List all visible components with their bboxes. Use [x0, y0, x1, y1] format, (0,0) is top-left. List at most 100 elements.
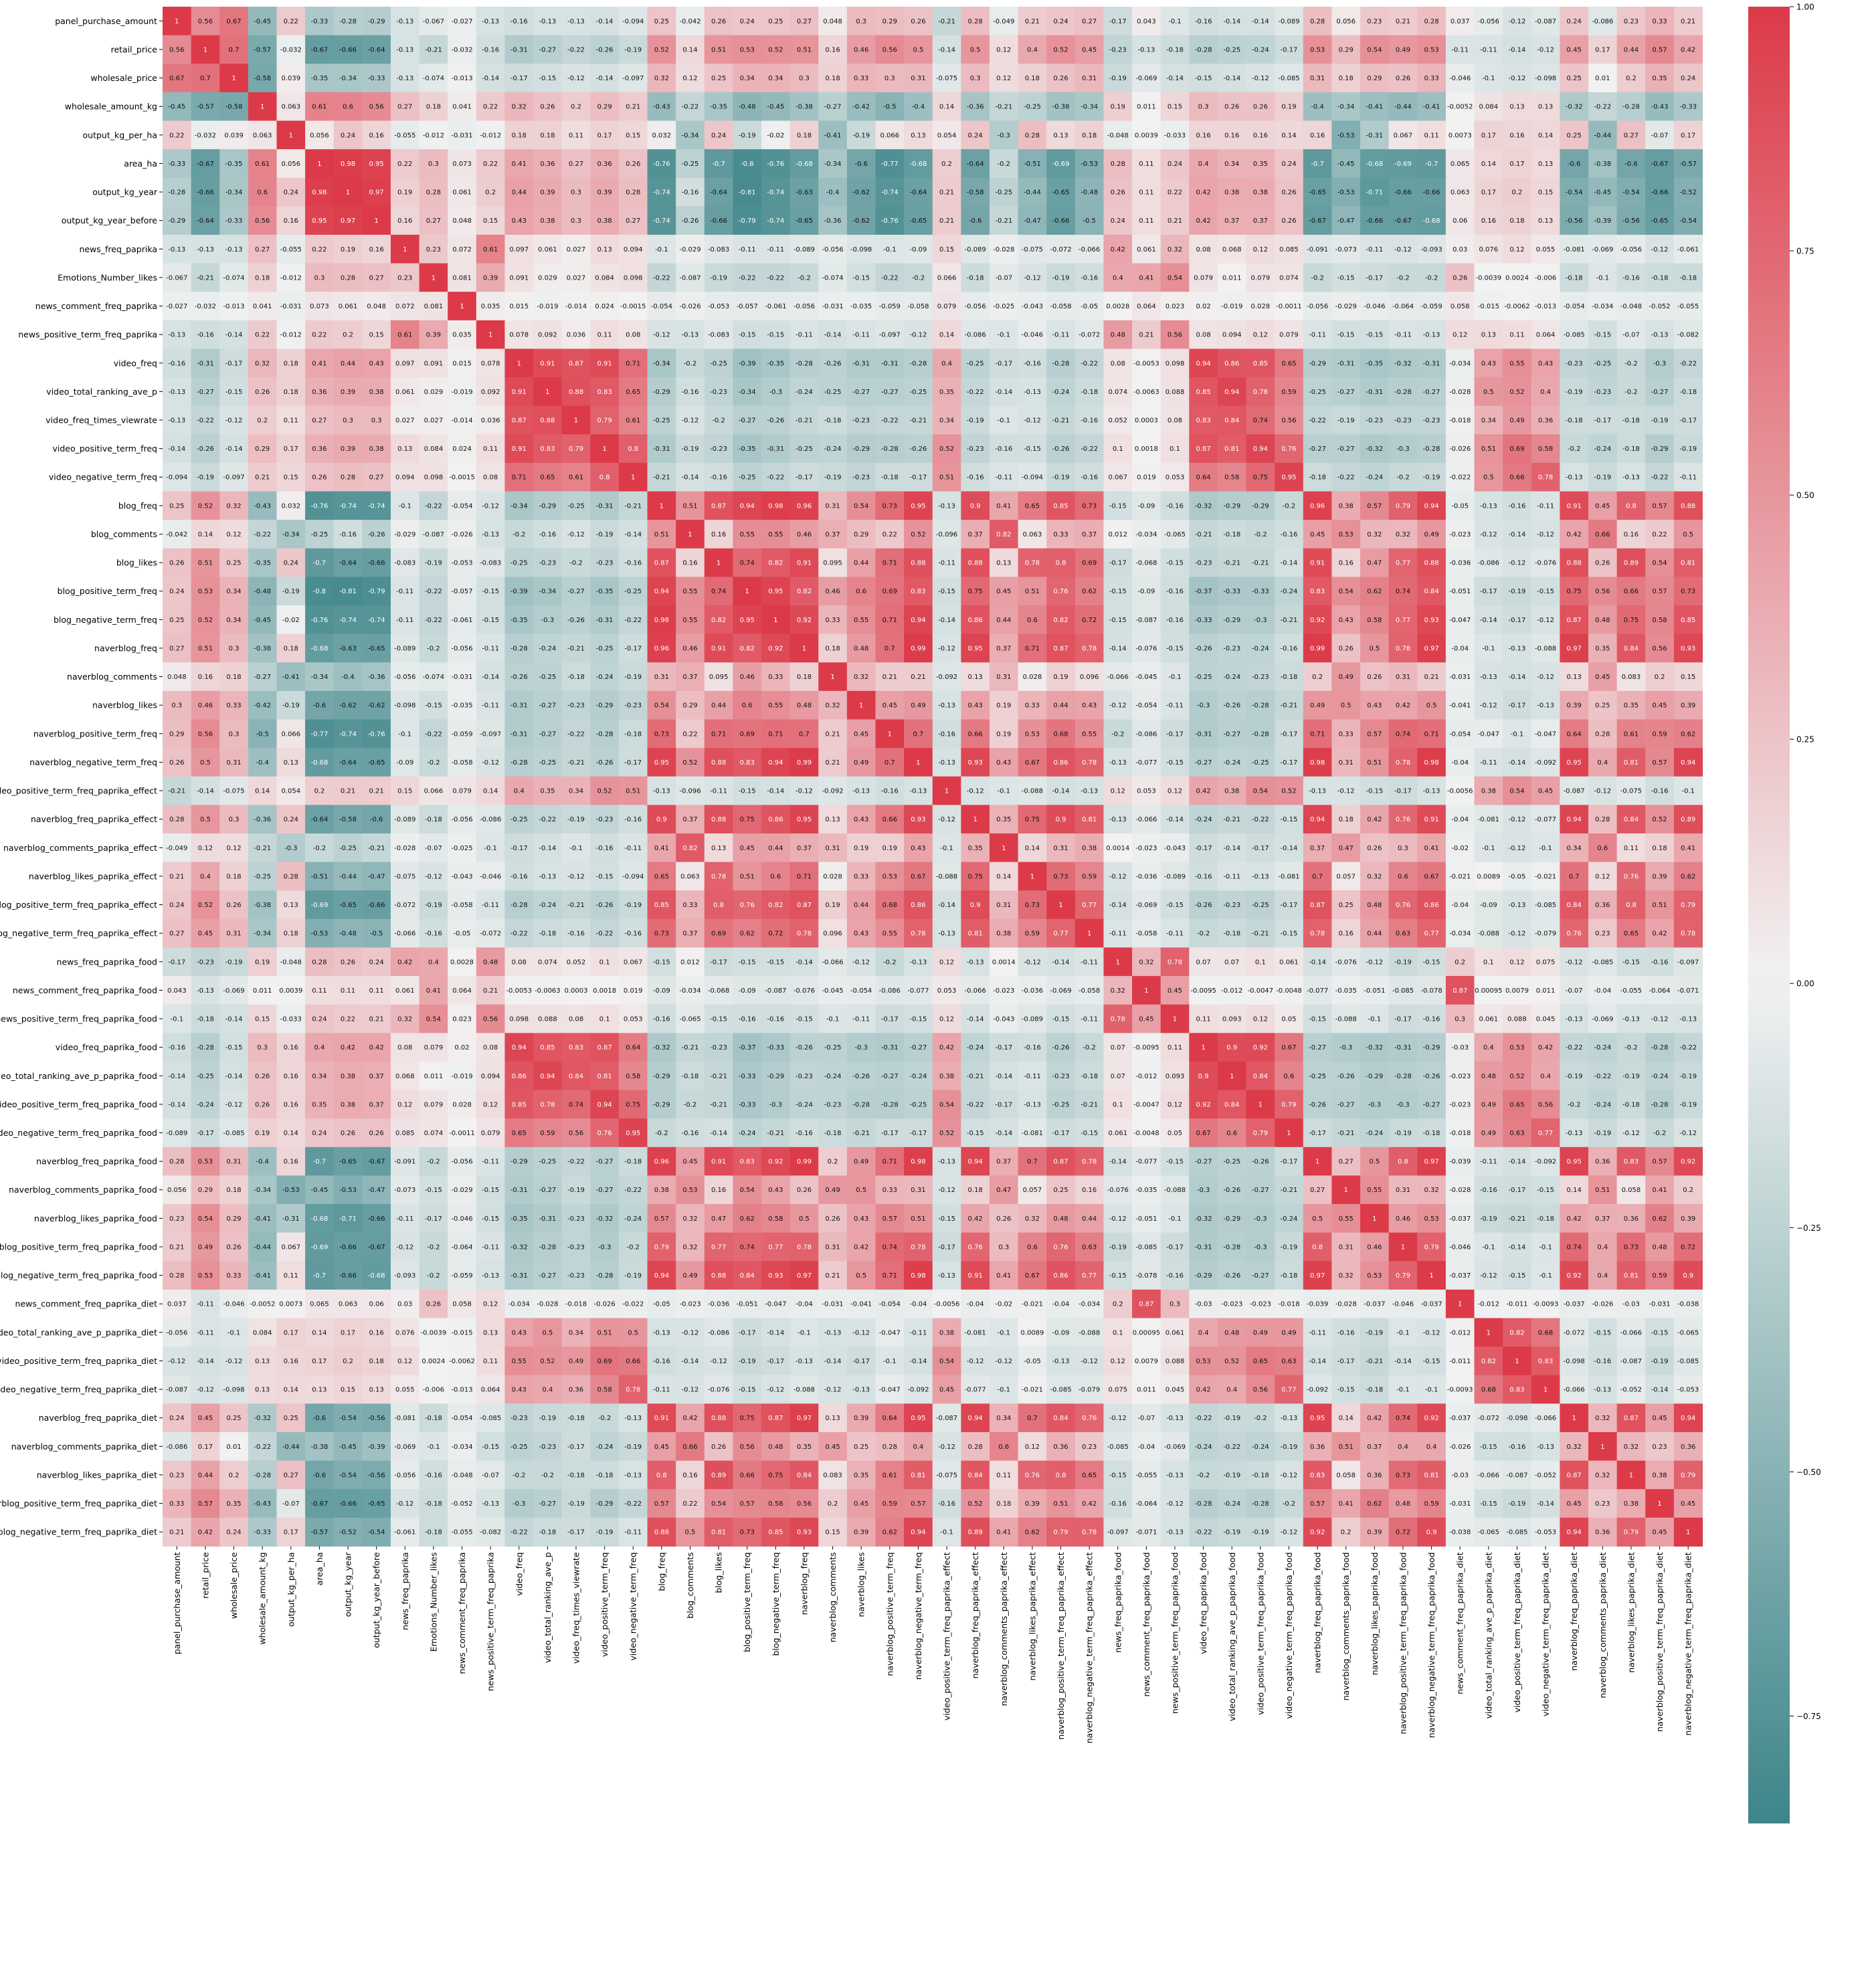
cell-value-label: -0.1: [569, 845, 583, 852]
heatmap-cell: [305, 35, 335, 64]
cell-value-label: -0.44: [1024, 189, 1041, 197]
cell-value-label: 0.31: [825, 845, 840, 852]
cell-value-label: -0.032: [195, 303, 216, 310]
cell-value-label: 0.092: [538, 332, 557, 339]
cell-value-label: -0.16: [567, 930, 585, 938]
heatmap-cell: [390, 35, 420, 64]
cell-value-label: -0.11: [482, 645, 499, 652]
heatmap-cell: [1103, 35, 1133, 64]
cell-value-label: 1: [403, 246, 407, 254]
cell-value-label: 0.67: [1025, 759, 1040, 767]
cell-value-label: -0.2: [1197, 930, 1210, 938]
cell-value-label: 0.17: [1481, 189, 1496, 197]
cell-value-label: -0.31: [510, 730, 528, 738]
cell-value-label: -0.12: [852, 959, 870, 966]
cell-value-label: -0.34: [282, 531, 300, 538]
cell-value-label: 0.24: [711, 132, 726, 139]
cell-value-label: -0.15: [909, 1016, 927, 1023]
cell-value-label: -0.12: [1337, 788, 1355, 795]
cell-value-label: -0.046: [480, 873, 501, 880]
cell-value-label: 0.55: [1509, 360, 1524, 367]
cell-value-label: 0.061: [395, 389, 415, 396]
cell-value-label: -0.65: [1309, 189, 1326, 197]
cell-value-label: 0.45: [1567, 46, 1582, 54]
cell-value-label: -0.034: [1592, 303, 1613, 310]
cell-value-label: -0.24: [1366, 474, 1383, 482]
cell-value-label: 0.25: [169, 502, 184, 510]
heatmap-cell: [846, 7, 876, 36]
cell-value-label: -0.23: [1594, 389, 1611, 396]
cell-value-label: -0.24: [824, 445, 842, 453]
cell-value-label: 0.52: [682, 759, 697, 767]
cell-value-label: 0.28: [1424, 18, 1438, 25]
cell-value-label: -0.22: [567, 46, 585, 54]
cell-value-label: -0.15: [482, 588, 499, 595]
cell-value-label: -0.23: [1195, 560, 1212, 567]
heatmap-cell: [1531, 7, 1560, 36]
cell-value-label: -0.33: [368, 75, 385, 82]
cell-value-label: 0.18: [797, 674, 812, 681]
cell-value-label: -0.21: [995, 104, 1012, 111]
cell-value-label: -0.19: [1337, 417, 1355, 424]
cell-value-label: 0.1: [1170, 445, 1180, 453]
cell-value-label: -0.27: [1195, 759, 1212, 767]
cell-value-label: 0.13: [1538, 217, 1553, 225]
cell-value-label: -0.79: [739, 217, 756, 225]
cell-value-label: -0.25: [339, 845, 357, 852]
cell-value-label: -0.11: [739, 246, 756, 254]
cell-value-label: -0.16: [1166, 502, 1184, 510]
cell-value-label: 0.21: [369, 788, 384, 795]
cell-value-label: -0.051: [1364, 987, 1385, 995]
cell-value-label: 0.32: [1396, 531, 1410, 538]
cell-value-label: 0.31: [996, 902, 1011, 909]
cell-value-label: -0.12: [1024, 417, 1041, 424]
cell-value-label: -0.13: [1309, 788, 1326, 795]
cell-value-label: -0.035: [850, 303, 872, 310]
cell-value-label: -0.35: [710, 104, 727, 111]
cell-value-label: -0.14: [482, 75, 499, 82]
cell-value-label: 0.3: [1455, 1016, 1465, 1023]
cell-value-label: -0.1: [1368, 1016, 1382, 1023]
cell-value-label: 0.25: [226, 560, 241, 567]
cell-value-label: 0.32: [226, 502, 241, 510]
cell-value-label: -0.2: [1254, 531, 1267, 538]
cell-value-label: -0.16: [1081, 274, 1098, 282]
cell-value-label: 0.16: [1339, 560, 1353, 567]
cell-value-label: 0.57: [1652, 46, 1667, 54]
cell-value-label: 0.85: [1053, 502, 1068, 510]
cell-value-label: 0.5: [1483, 474, 1494, 482]
cell-value-label: 0.12: [1509, 959, 1524, 966]
cell-value-label: 0.37: [369, 1073, 384, 1080]
cell-value-label: 0.053: [624, 1016, 643, 1023]
cell-value-label: 0.028: [1023, 674, 1042, 681]
cell-value-label: 0.78: [1396, 759, 1410, 767]
cell-value-label: 0.23: [397, 274, 412, 282]
cell-value-label: -0.11: [852, 1016, 870, 1023]
cell-value-label: 0.13: [597, 246, 612, 254]
cell-value-label: -0.25: [682, 161, 699, 168]
cell-value-label: -0.2: [1396, 474, 1410, 482]
cell-value-label: -0.67: [1651, 161, 1669, 168]
cell-value-label: -0.055: [280, 246, 302, 254]
cell-value-label: 0.18: [1652, 845, 1667, 852]
cell-value-label: -0.25: [909, 389, 927, 396]
cell-value-label: 1: [374, 217, 378, 225]
cell-value-label: -0.38: [1052, 104, 1070, 111]
cell-value-label: -0.17: [510, 845, 528, 852]
cell-value-label: 0.44: [1053, 702, 1068, 710]
cell-value-label: 0.34: [1224, 161, 1239, 168]
cell-value-label: 0.13: [996, 560, 1011, 567]
heatmap-cell: [1074, 7, 1105, 36]
cell-value-label: 0.69: [740, 730, 755, 738]
heatmap-cell: [590, 92, 620, 122]
cell-value-label: -0.21: [624, 502, 642, 510]
cell-value-label: -0.19: [1394, 959, 1412, 966]
cell-value-label: 0.061: [1137, 246, 1156, 254]
cell-value-label: 0.8: [1056, 560, 1066, 567]
heatmap-cell: [390, 64, 420, 93]
cell-value-label: 0.49: [911, 702, 925, 710]
cell-value-label: 0.28: [169, 816, 184, 823]
cell-value-label: -0.047: [1478, 730, 1499, 738]
cell-value-label: 0.14: [996, 873, 1011, 880]
cell-value-label: -0.56: [1566, 217, 1583, 225]
